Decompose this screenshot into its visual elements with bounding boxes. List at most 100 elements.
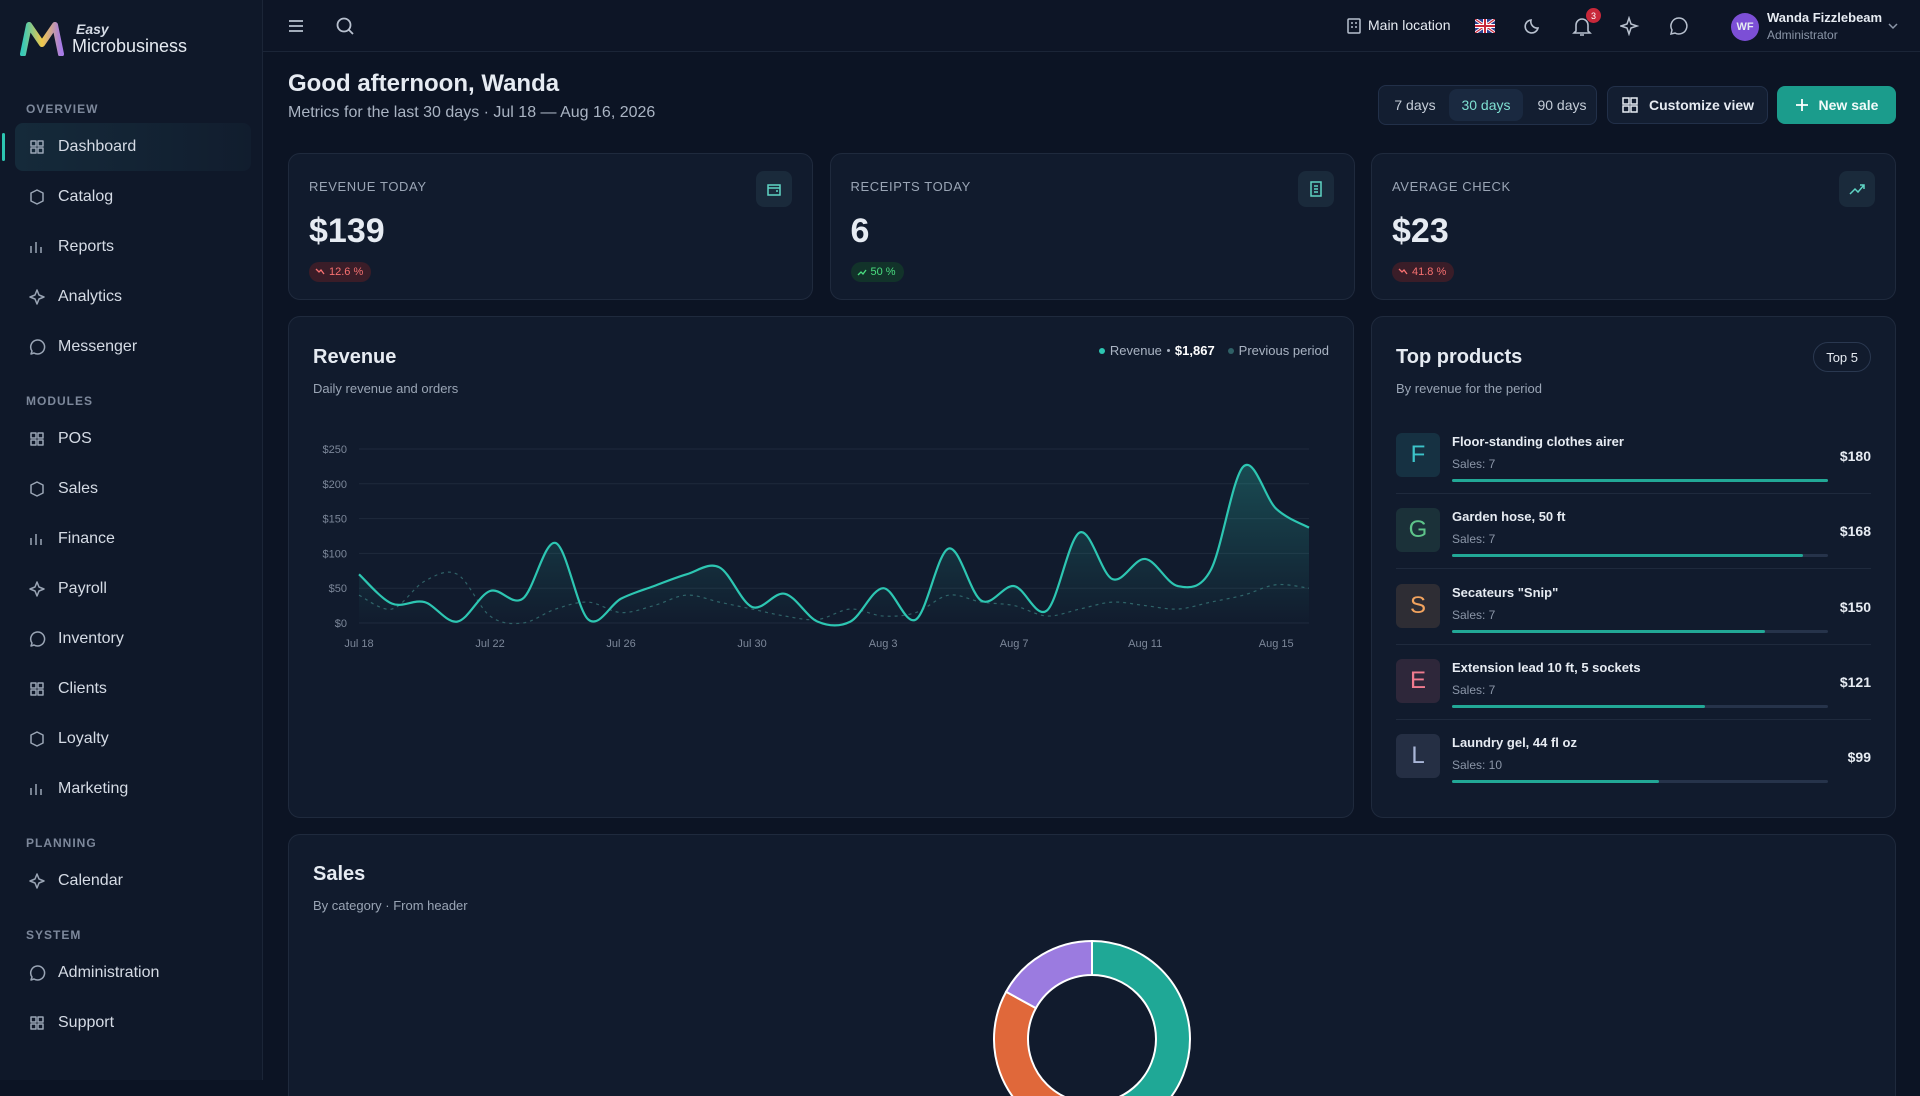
new-sale-button[interactable]: New sale [1777,86,1896,124]
nav-item[interactable]: Catalog [15,173,251,221]
bell-icon[interactable] [1572,15,1592,37]
sales-subtitle: By category · From header [313,898,468,913]
nav-item[interactable]: Calendar [15,857,251,905]
flag-icon[interactable] [1475,19,1495,33]
nav-icon [29,289,45,305]
nav-item[interactable]: Payroll [15,565,251,613]
nav-label: Dashboard [58,138,137,155]
nav-item[interactable]: Sales [15,465,251,513]
top-bar: Main location 3 WF Wanda Fizzlebeam Admi… [263,0,1920,52]
nav-item[interactable]: Clients [15,665,251,713]
divider [1396,718,1871,720]
progress-bar [1452,629,1766,633]
nav-item[interactable]: Support [15,999,251,1047]
stat-icon-shape [1849,184,1865,195]
nav-item[interactable]: Messenger [15,323,251,371]
nav-icon-shape [30,784,42,795]
grid-icon [1622,97,1638,113]
nav-item[interactable]: Reports [15,223,251,271]
revenue-card: Revenue Daily revenue and orders Revenue… [288,316,1354,818]
chevron-icon[interactable] [1887,21,1899,31]
logo [20,22,64,56]
nav-icon [29,873,45,889]
sales-title: Sales [313,863,366,885]
stat-icon-shape [1309,181,1322,197]
location[interactable]: Main location [1368,17,1451,33]
nav-icon-shape [30,189,44,205]
nav-icon [29,631,46,647]
nav-icon [30,534,42,545]
product-initial: G [1396,508,1440,553]
nav-icon-shape [29,289,45,305]
stat-change-label: 12.6 % [329,266,364,278]
avatar[interactable]: WF [1731,13,1759,41]
product-initial: S [1396,583,1440,628]
nav-item[interactable]: Loyalty [15,715,251,763]
chat-icon[interactable] [1669,16,1689,36]
nav-item[interactable]: Analytics [15,273,251,321]
customize-button[interactable]: Customize view [1607,86,1768,124]
product-name: Secateurs "Snip" [1452,584,1559,600]
stat-icon [756,171,792,207]
nav-icon [29,339,46,355]
product-name: Floor-standing clothes airer [1452,434,1624,449]
range-button[interactable]: 90 days [1537,97,1587,113]
trend-icon-shape [857,269,867,276]
product-revenue: $150 [1839,598,1871,615]
trend-icon [857,269,867,276]
legend-dot [1227,347,1234,354]
legend-label: Revenue [1109,343,1162,358]
product-name: Garden hose, 50 ft [1452,509,1566,525]
stat-card: REVENUE TODAY $139 12.6 % [288,153,813,300]
nav-icon [30,189,44,205]
donut-segment [1004,939,1093,1010]
sidebar-section-title: SYSTEM [26,928,82,942]
nav-item[interactable]: Dashboard [2,123,251,171]
range-button[interactable]: 30 days [1449,89,1523,121]
nav-label: Analytics [58,288,123,305]
theme-icon[interactable] [1524,17,1542,35]
product-sales: Sales: 7 [1452,682,1496,697]
x-tick-label: Jul 18 [344,638,373,650]
nav-icon-shape [29,631,46,647]
nav-icon [29,581,45,597]
product-revenue: $121 [1839,673,1871,690]
nav-icon [30,242,42,253]
nav-item[interactable]: Finance [15,515,251,563]
search-icon[interactable] [335,16,355,36]
stat-change: 41.8 % [1392,262,1455,282]
legend-total: $1,867 [1174,343,1215,358]
nav-item[interactable]: Marketing [15,765,251,813]
nav-icon-shape [29,873,45,889]
new-sale-label: New sale [1818,97,1879,113]
nav-item[interactable]: POS [15,415,251,463]
brand-name: Microbusiness [72,36,188,56]
donut-segment [1091,939,1191,1096]
nav-icon-shape [30,731,44,747]
nav-label: Administration [58,964,160,981]
x-tick-label: Aug 11 [1128,638,1162,650]
product-initial: F [1396,433,1440,477]
nav-label: Payroll [58,580,107,597]
stat-icon-svg [1309,181,1322,197]
customize-label: Customize view [1648,97,1755,113]
previous-line [358,571,1310,625]
product-sales: Sales: 7 [1452,607,1496,622]
nav-icon-shape [30,432,44,446]
range-selector: 7 days 30 days 90 days [1378,85,1597,125]
brand-tagline: Easy [76,21,109,37]
product-revenue: $99 [1847,749,1871,766]
ai-icon[interactable] [1620,16,1640,36]
top-badge[interactable]: Top 5 [1813,342,1871,372]
nav-item[interactable]: Administration [15,949,251,997]
trend-icon-shape [315,268,325,275]
nav-icon-shape [29,581,45,597]
range-button[interactable]: 7 days [1394,97,1436,113]
stat-change-label: 41.8 % [1412,266,1447,278]
sidebar-section-title: OVERVIEW [26,102,99,116]
menu-icon[interactable] [287,17,305,35]
nav-label: Messenger [58,338,138,355]
nav-label: Support [58,1014,115,1031]
product-initial: E [1396,658,1440,703]
nav-item[interactable]: Inventory [15,615,251,663]
